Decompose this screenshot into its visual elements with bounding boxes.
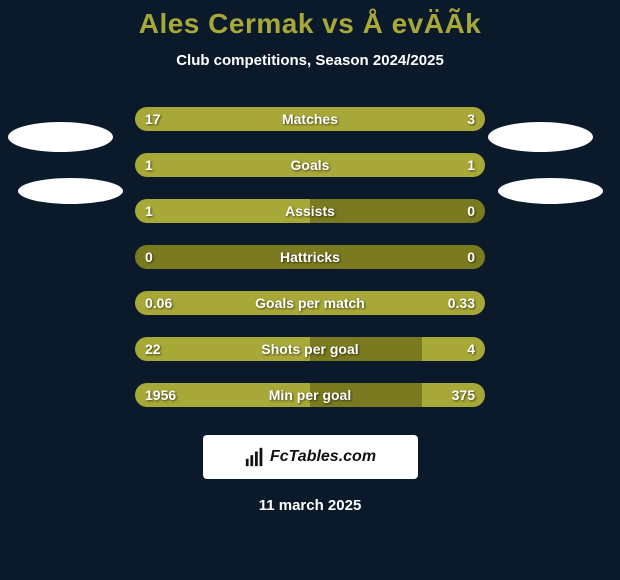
stat-value-left: 0 [145,249,153,265]
stat-value-right: 0 [467,203,475,219]
stat-row: 0.06 0.33 Goals per match [135,291,485,315]
stat-label: Hattricks [280,249,340,265]
stat-row: 22 4 Shots per goal [135,337,485,361]
stat-label: Goals per match [255,295,365,311]
bar-left [135,107,401,131]
bar-right [310,153,485,177]
bar-left [135,199,310,223]
stat-row: 1956 375 Min per goal [135,383,485,407]
stat-label: Matches [282,111,338,127]
placeholder-ellipse [8,122,113,152]
stat-row: 0 0 Hattricks [135,245,485,269]
placeholder-ellipse [488,122,593,152]
placeholder-ellipse [18,178,123,204]
stat-value-right: 3 [467,111,475,127]
bar-right [422,337,485,361]
logo-text: FcTables.com [270,448,376,466]
stats-panel: 17 3 Matches 1 1 Goals 1 0 Assists 0 0 Hattricks 0.0… [135,107,485,407]
stat-label: Assists [285,203,335,219]
infographic-container: Ales Cermak vs Å evÄÃ­k Club competition… [0,0,620,580]
stat-row: 17 3 Matches [135,107,485,131]
stat-value-left: 17 [145,111,161,127]
page-title: Ales Cermak vs Å evÄÃ­k [139,8,482,40]
stat-label: Shots per goal [261,341,358,357]
stat-value-right: 375 [452,387,475,403]
stat-value-left: 1 [145,157,153,173]
stat-row: 1 1 Goals [135,153,485,177]
subtitle: Club competitions, Season 2024/2025 [176,52,444,69]
stat-value-left: 1 [145,203,153,219]
stat-value-right: 1 [467,157,475,173]
stat-value-left: 0.06 [145,295,172,311]
stat-value-left: 1956 [145,387,176,403]
stat-label: Goals [291,157,330,173]
date-label: 11 march 2025 [259,497,362,514]
stat-value-right: 4 [467,341,475,357]
stat-value-left: 22 [145,341,161,357]
logo-bars-icon [244,446,266,468]
logo-box: FcTables.com [203,435,418,479]
bar-left [135,153,310,177]
stat-row: 1 0 Assists [135,199,485,223]
stat-value-right: 0 [467,249,475,265]
stat-value-right: 0.33 [448,295,475,311]
stat-label: Min per goal [269,387,351,403]
placeholder-ellipse [498,178,603,204]
